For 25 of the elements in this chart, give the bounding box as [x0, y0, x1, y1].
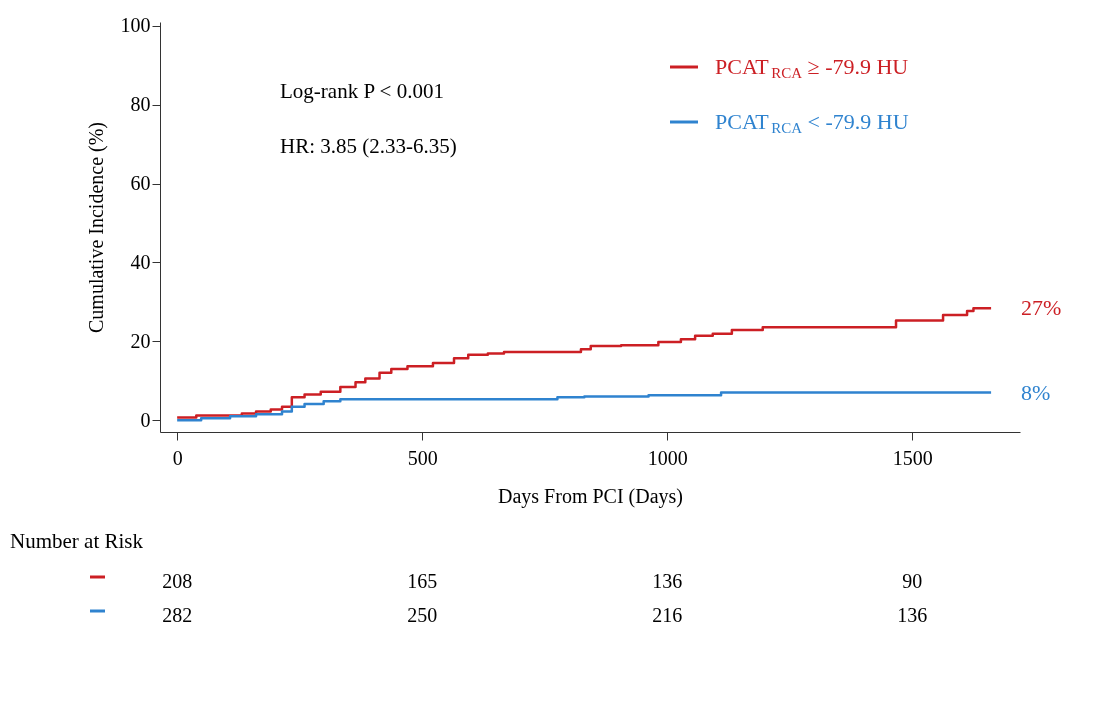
y-tick-label: 100: [120, 14, 151, 37]
text: 165: [407, 570, 438, 592]
text: Number at Risk: [10, 529, 144, 553]
x-tick-label: 1500: [892, 446, 933, 469]
annotation: 27%: [1021, 295, 1062, 321]
annotation: Log-rank P < 0.001: [280, 79, 444, 103]
annotation: HR: 3.85 (2.33-6.35): [280, 134, 457, 158]
text: 282: [162, 604, 193, 626]
text: 136: [652, 570, 683, 592]
x-axis-title: Days From PCI (Days): [498, 484, 683, 508]
x-tick-label: 500: [407, 446, 438, 469]
y-tick-label: 40: [130, 250, 151, 273]
text: 136: [897, 604, 928, 626]
y-tick-label: 60: [130, 172, 151, 195]
text: 216: [652, 604, 683, 626]
y-tick-label: 0: [140, 408, 151, 431]
y-axis-title: Cumulative Incidence (%): [84, 121, 108, 334]
text: 90: [902, 570, 923, 592]
y-tick-label: 80: [130, 93, 151, 116]
text: 250: [407, 604, 438, 626]
annotation: 8%: [1021, 379, 1051, 405]
x-tick-label: 0: [172, 446, 183, 469]
y-tick-label: 20: [130, 329, 151, 352]
text: 208: [162, 570, 193, 592]
x-tick-label: 1000: [647, 446, 688, 469]
